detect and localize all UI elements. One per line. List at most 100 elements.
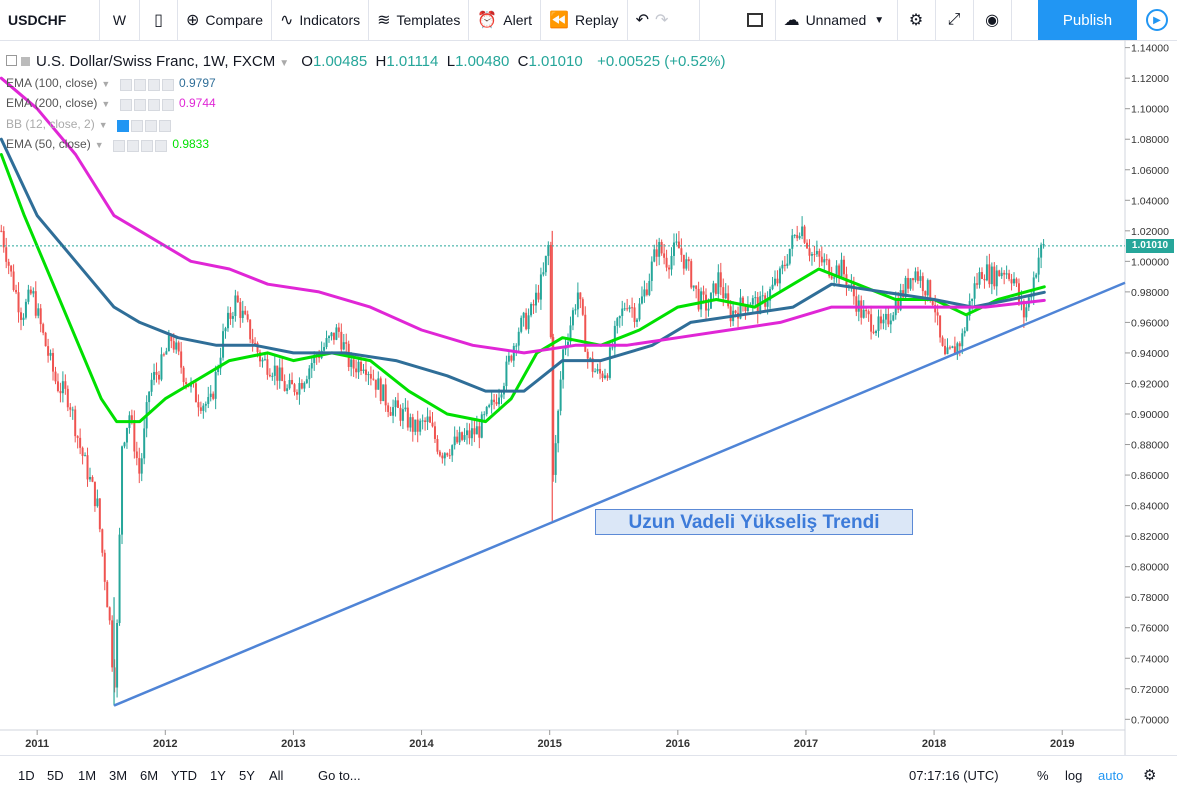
chart-style-button[interactable]: ▯	[140, 0, 178, 40]
indicator-legend-ema100[interactable]: EMA (100, close) ▼ 0.9797	[6, 76, 216, 91]
undo-icon[interactable]: ↶	[635, 12, 649, 29]
settings-button[interactable]: ⚙	[898, 0, 936, 40]
x-tick-label: 2019	[1050, 738, 1074, 750]
indicator-buttons[interactable]	[116, 118, 173, 132]
fullscreen-button[interactable]: ⤢	[936, 0, 974, 40]
square-icon	[747, 13, 764, 27]
candle-body	[914, 271, 917, 281]
candle-body	[300, 383, 303, 389]
gear-icon[interactable]	[133, 98, 146, 111]
ema-line-100[interactable]	[0, 137, 1046, 393]
snapshot-button[interactable]: ◉	[974, 0, 1012, 40]
indicator-legend-ema200[interactable]: EMA (200, close) ▼ 0.9744	[6, 96, 216, 111]
range-1d[interactable]: 1D	[18, 768, 35, 783]
ema-series	[0, 76, 1046, 424]
close-icon[interactable]	[161, 78, 174, 91]
candle-body	[88, 477, 91, 480]
trendline[interactable]	[113, 281, 1126, 707]
chevron-down-icon[interactable]: ▼	[101, 79, 111, 89]
candle-body	[589, 358, 592, 360]
gear-icon[interactable]	[133, 78, 146, 91]
price-scale[interactable]: 1.14000 1.12000 1.10000 1.08000 1.06000 1.040…	[1125, 43, 1169, 727]
compare-button[interactable]: ⊕ Compare	[178, 0, 272, 40]
candle-body	[396, 400, 399, 408]
auto-toggle[interactable]: auto	[1098, 768, 1124, 783]
eye-icon[interactable]	[112, 139, 125, 152]
chevron-down-icon[interactable]: ▼	[101, 99, 111, 109]
fullscreen-layout-button[interactable]	[736, 0, 776, 40]
candle-body	[345, 342, 348, 344]
close-icon[interactable]	[154, 139, 167, 152]
replay-button[interactable]: ⏪ Replay	[541, 0, 628, 40]
candle-body	[295, 392, 298, 395]
indicator-legend-bb[interactable]: BB (12, close, 2) ▼	[6, 117, 173, 132]
high-value: 1.01114	[386, 53, 439, 70]
range-all[interactable]: All	[269, 768, 284, 783]
indicator-buttons[interactable]	[112, 138, 169, 152]
range-3m[interactable]: 3M	[109, 768, 128, 783]
close-icon[interactable]	[158, 119, 171, 132]
candle-body	[995, 270, 998, 287]
range-1m[interactable]: 1M	[78, 768, 97, 783]
range-5d[interactable]: 5D	[47, 768, 64, 783]
plus-icon[interactable]	[147, 78, 160, 91]
eye-icon[interactable]	[119, 98, 132, 111]
plus-icon[interactable]	[147, 98, 160, 111]
collapse-icon[interactable]	[6, 55, 17, 66]
alert-button[interactable]: ⏰ Alert	[469, 0, 542, 40]
time-scale[interactable]: 2011 2012 2013 2014 2015 2016 2017 2018 2019	[25, 730, 1074, 750]
indicator-legend-ema50[interactable]: EMA (50, close) ▼ 0.9833	[6, 137, 210, 152]
layout-name-button[interactable]: ☁ Unnamed ▼	[776, 0, 898, 40]
y-tick-label: 0.96000	[1131, 317, 1169, 329]
candle-body	[369, 374, 372, 379]
range-1y[interactable]: 1Y	[210, 768, 226, 783]
chevron-down-icon[interactable]: ▼	[98, 120, 108, 130]
candle-body	[522, 312, 525, 318]
trend-annotation-label[interactable]: Uzun Vadeli Yükseliş Trendi	[595, 509, 913, 535]
indicator-buttons[interactable]	[119, 77, 176, 91]
chevron-down-icon[interactable]: ▼	[94, 140, 104, 150]
candle-body	[946, 347, 949, 355]
candle-body	[443, 453, 446, 459]
goto-button[interactable]: Go to...	[318, 768, 361, 783]
price-chart[interactable]: 1.14000 1.12000 1.10000 1.08000 1.06000 1.040…	[0, 40, 1177, 755]
clock-label[interactable]: 07:17:16 (UTC)	[909, 768, 999, 783]
eye-icon[interactable]	[119, 78, 132, 91]
publish-button[interactable]: Publish	[1038, 0, 1137, 40]
ema-line-50[interactable]	[0, 153, 1046, 424]
candle-body	[754, 297, 757, 299]
percent-toggle[interactable]: %	[1037, 768, 1049, 783]
candle-body	[431, 422, 434, 427]
eye-off-icon[interactable]	[116, 119, 129, 132]
ema100-value: 0.9797	[178, 76, 216, 90]
ema-line-200[interactable]	[0, 76, 1046, 355]
candle-body	[426, 416, 429, 423]
change-value: +0.00525 (+0.52%)	[597, 53, 726, 70]
range-6m[interactable]: 6M	[140, 768, 159, 783]
plus-icon[interactable]	[144, 119, 157, 132]
range-ytd[interactable]: YTD	[171, 768, 197, 783]
symbol-search[interactable]: USDCHF	[0, 0, 100, 40]
redo-icon[interactable]: ↷	[654, 12, 669, 29]
flag-icon[interactable]	[21, 57, 30, 66]
plus-icon[interactable]	[140, 139, 153, 152]
log-toggle[interactable]: log	[1065, 768, 1083, 783]
chevron-down-icon[interactable]: ▼	[279, 58, 290, 69]
trendline-group[interactable]	[113, 281, 1126, 707]
gear-icon[interactable]: ⚙	[1143, 767, 1157, 784]
candle-body	[608, 347, 611, 378]
candle-body	[966, 315, 969, 331]
close-icon[interactable]	[161, 98, 174, 111]
candle-body	[660, 241, 663, 254]
interval-button[interactable]: W	[100, 0, 140, 40]
play-button[interactable]: ▶	[1137, 0, 1177, 40]
candle-body	[539, 274, 542, 300]
gear-icon[interactable]	[130, 119, 143, 132]
indicators-button[interactable]: ∿ Indicators	[272, 0, 370, 40]
templates-button[interactable]: ≋ Templates	[369, 0, 470, 40]
range-5y[interactable]: 5Y	[239, 768, 255, 783]
gear-icon[interactable]	[126, 139, 139, 152]
candle-body	[325, 338, 328, 348]
candle-body	[712, 283, 715, 293]
indicator-buttons[interactable]	[119, 97, 176, 111]
